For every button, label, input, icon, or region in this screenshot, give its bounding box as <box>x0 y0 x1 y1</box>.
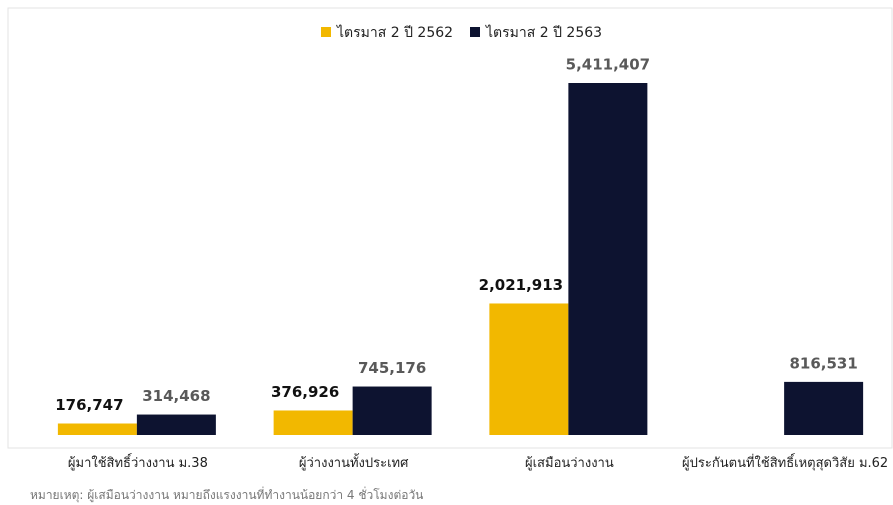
legend-swatch <box>321 27 331 37</box>
value-label: 376,926 <box>271 383 339 401</box>
bar <box>57 423 137 435</box>
value-label: 314,468 <box>142 387 210 405</box>
bar <box>568 83 648 435</box>
chart-frame <box>7 7 893 449</box>
x-tick-label: ผู้มาใช้สิทธิ์ว่างงาน ม.38 <box>67 456 208 471</box>
legend-label: ไตรมาส 2 ปี 2563 <box>485 24 602 41</box>
legend-label: ไตรมาส 2 ปี 2562 <box>336 24 453 41</box>
x-tick-label: ผู้ประกันตนที่ใช้สิทธิ์เหตุสุดวิสัย ม.62 <box>682 456 889 471</box>
value-label: 5,411,407 <box>566 56 650 74</box>
value-label: 816,531 <box>789 354 857 372</box>
bar <box>784 381 864 435</box>
value-label: 176,747 <box>55 396 123 414</box>
legend-swatch <box>470 27 480 37</box>
value-label: 2,021,913 <box>479 276 563 294</box>
bar <box>489 303 569 435</box>
note: หมายเหตุ: ผู้เสมือนว่างงาน หมายถึงแรงงาน… <box>30 488 424 502</box>
bar <box>273 410 353 435</box>
bar <box>136 414 216 435</box>
x-tick-label: ผู้เสมือนว่างงาน <box>525 456 614 471</box>
bar <box>352 386 432 435</box>
value-label: 745,176 <box>358 359 426 377</box>
x-tick-label: ผู้ว่างงานทั้งประเทศ <box>298 456 409 471</box>
